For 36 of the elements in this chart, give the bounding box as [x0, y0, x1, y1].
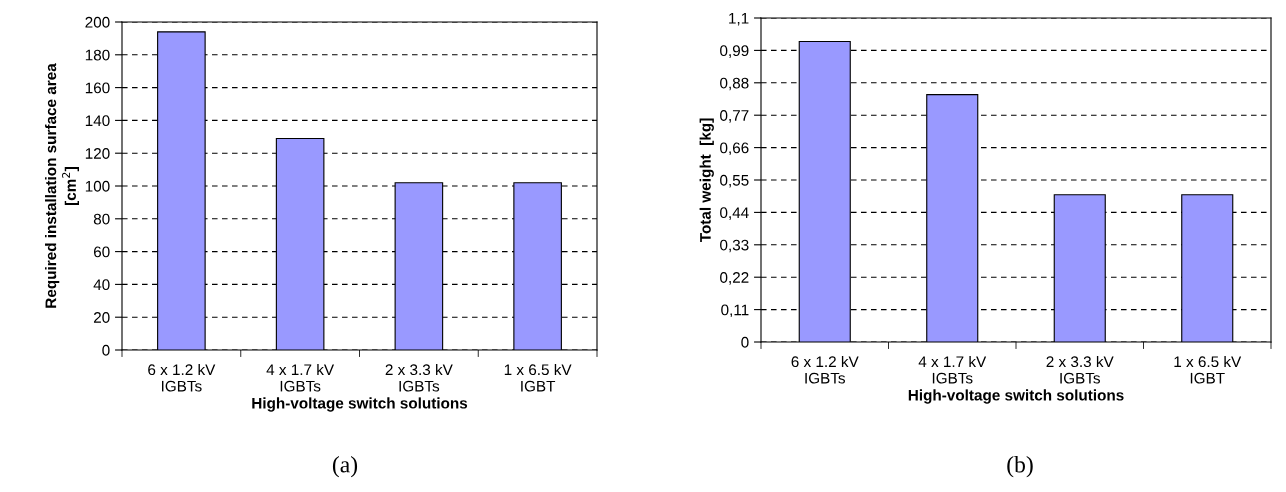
y-tick-label: 80: [93, 213, 110, 225]
y-tick-label: 0: [741, 336, 749, 348]
y-tick-label: 200: [85, 16, 110, 28]
y-tick-label: 0,22: [720, 272, 749, 285]
x-axis-title: High-voltage switch solutions: [252, 397, 468, 412]
y-tick-label: 0,55: [720, 174, 749, 188]
y-tick-label: 0: [102, 344, 110, 356]
y-tick-label: 1,1: [729, 13, 749, 26]
y-tick-label: 0,44: [720, 207, 749, 220]
y-tick-label: 140: [85, 115, 110, 127]
x-tick-label: 1 x 6.5 kV IGBT: [504, 363, 572, 392]
x-tick-label: 2 x 3.3 kV IGBTs: [385, 363, 453, 392]
y-tick-label: 0,88: [720, 77, 749, 91]
x-tick-label: 6 x 1.2 kV IGBTs: [791, 355, 859, 384]
y-tick-label: 120: [85, 148, 110, 159]
y-tick-label: 20: [93, 312, 110, 323]
x-tick-label: 4 x 1.7 kV IGBTs: [266, 363, 335, 392]
y-tick-label: 160: [85, 82, 110, 94]
x-tick-label: 4 x 1.7 kV IGBTs: [918, 355, 987, 384]
x-tick-label: 1 x 6.5 kV IGBT: [1174, 355, 1242, 384]
y-axis-title: Total weight [kg]: [699, 118, 714, 243]
x-tick-label: 6 x 1.2 kV IGBTs: [148, 363, 216, 392]
text: (b): [1007, 455, 1033, 478]
y-tick-label: 0,66: [720, 142, 749, 156]
text: (a): [332, 455, 358, 478]
y-tick-label: 0,33: [720, 239, 749, 253]
y-tick-label: 100: [85, 180, 110, 192]
y-tick-label: 180: [85, 49, 110, 61]
y-axis-title: Required installation surface area [cm$^{2}$]: [45, 63, 79, 308]
x-axis-title: High-voltage switch solutions: [908, 389, 1124, 404]
y-tick-label: 60: [93, 246, 110, 258]
y-tick-label: 0,11: [721, 304, 749, 318]
y-tick-label: 0,77: [720, 110, 749, 123]
y-tick-label: 0,99: [720, 45, 749, 58]
y-tick-label: 40: [93, 279, 110, 291]
x-tick-label: 2 x 3.3 kV IGBTs: [1046, 355, 1114, 384]
